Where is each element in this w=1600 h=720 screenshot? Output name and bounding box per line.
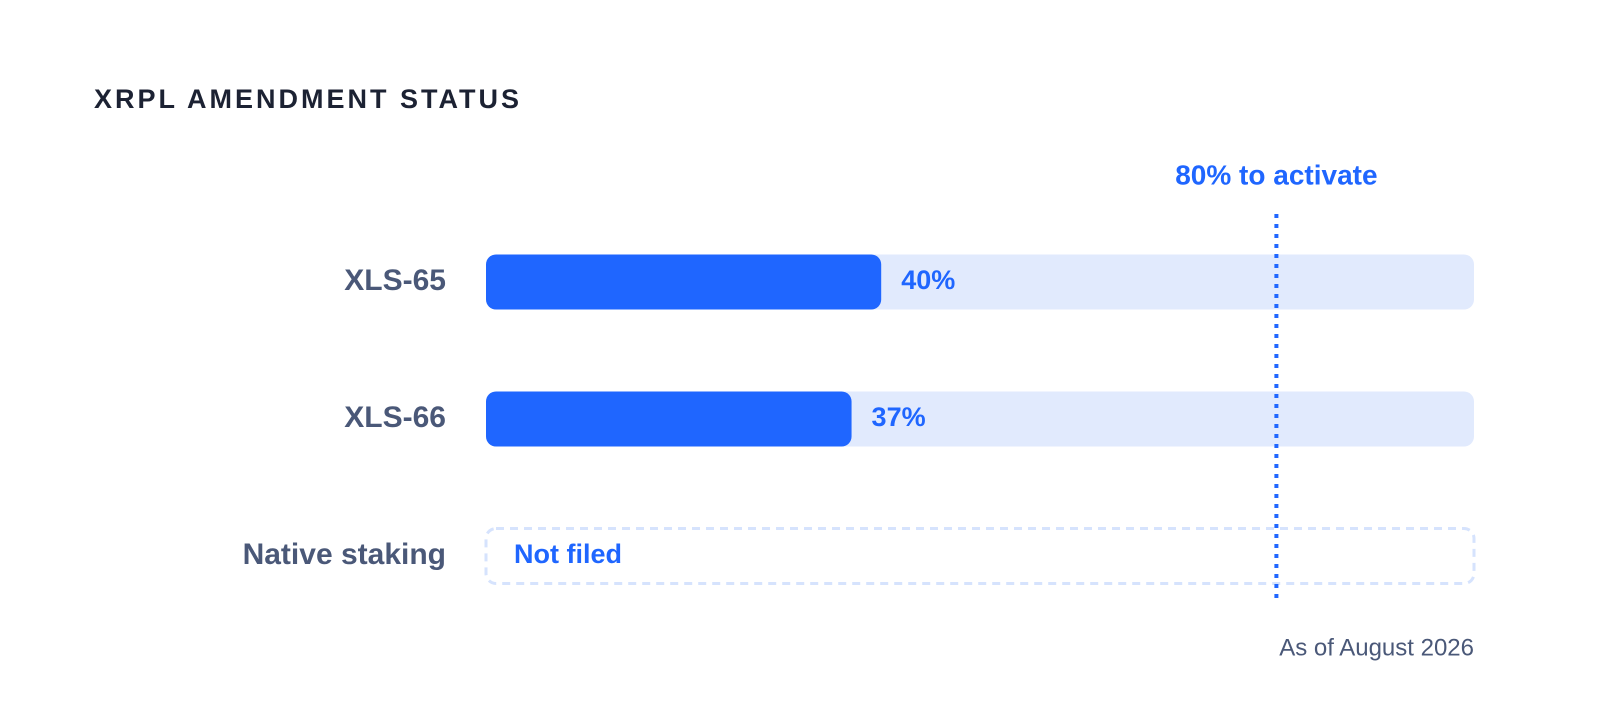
value-label: Not filed [514,539,622,569]
value-label: 37% [872,402,926,432]
category-label: XLS-65 [344,264,446,297]
threshold-label: 80% to activate [1175,159,1377,190]
footnote: As of August 2026 [1279,634,1474,661]
value-label: 40% [901,265,955,295]
category-label: Native staking [243,538,446,571]
empty-track [484,527,1476,585]
category-label: XLS-66 [344,401,446,434]
bar [486,254,882,310]
bar [486,391,852,447]
chart-title: XRPL AMENDMENT STATUS [94,84,522,114]
